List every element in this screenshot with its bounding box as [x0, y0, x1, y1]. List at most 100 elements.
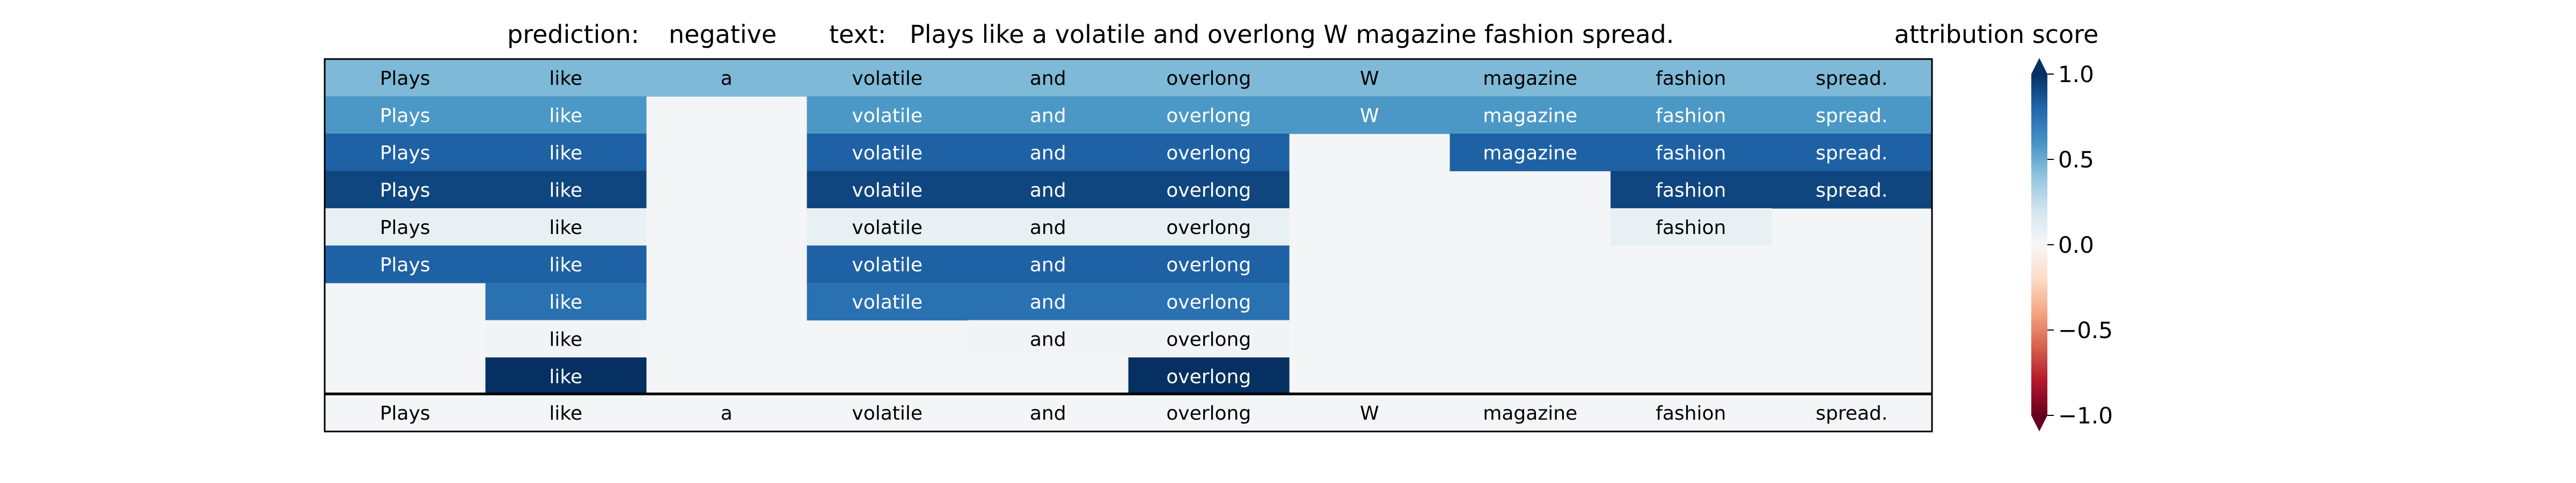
colorbar-ticks: 1.0 0.5 0.0 −0.5 −1.0	[2047, 61, 2113, 429]
heatmap-cell	[968, 208, 1129, 246]
colorbar-min-extension	[2031, 415, 2047, 431]
heatmap-cell	[1611, 171, 1772, 209]
cell-token-label: spread.	[1816, 142, 1887, 164]
cell-token-label: volatile	[852, 105, 923, 127]
token-label: magazine	[1483, 402, 1577, 425]
cell-token-label: and	[1030, 291, 1066, 313]
heatmap-cell	[1128, 59, 1290, 97]
cell-token-label: like	[549, 291, 582, 313]
prediction-label: prediction:	[507, 20, 639, 49]
token-label: Plays	[380, 402, 430, 425]
cell-token-label: Plays	[380, 179, 430, 201]
heatmap-cell	[807, 59, 968, 97]
cell-token-label: a	[721, 68, 733, 90]
heatmap-cell	[1128, 357, 1290, 396]
cell-token-label: like	[549, 142, 582, 164]
heatmap-cell	[1128, 208, 1290, 246]
heatmap-cell	[485, 96, 647, 134]
heatmap-cell	[485, 245, 647, 283]
heatmap-cell	[1611, 208, 1772, 246]
cell-token-label: Plays	[380, 105, 430, 127]
heatmap-cell	[325, 59, 486, 97]
colorbar-tick-label: 0.5	[2058, 147, 2094, 173]
heatmap-cell	[1450, 59, 1611, 97]
heatmap-cell	[1128, 320, 1290, 358]
cell-token-label: volatile	[852, 68, 923, 90]
heatmap-cell	[968, 320, 1129, 358]
cell-token-label: overlong	[1166, 254, 1251, 276]
heatmap-cell	[807, 208, 968, 246]
heatmap-cell	[968, 59, 1129, 97]
cell-token-label: volatile	[852, 291, 923, 313]
heatmap-cell	[807, 245, 968, 283]
cell-token-label: like	[549, 328, 582, 350]
heatmap-cell	[485, 171, 647, 209]
cell-token-label: fashion	[1656, 217, 1726, 239]
cell-token-label: fashion	[1656, 105, 1726, 127]
heatmap-cell	[1611, 59, 1772, 97]
heatmap-cell	[968, 283, 1129, 321]
text-label: text:	[829, 20, 886, 49]
cell-token-label: Plays	[380, 254, 430, 276]
heatmap-cell	[1771, 59, 1933, 97]
colorbar: 1.0 0.5 0.0 −0.5 −1.0	[2031, 58, 2113, 431]
heatmap-cell	[1128, 171, 1290, 209]
colorbar-tick-label: −0.5	[2058, 317, 2113, 343]
colorbar-tick-label: 0.0	[2058, 232, 2094, 258]
heatmap-cell	[485, 357, 647, 396]
cell-token-label: like	[549, 105, 582, 127]
heatmap-cell	[1611, 96, 1772, 134]
colorbar-max-extension	[2031, 58, 2047, 74]
cell-token-label: like	[549, 179, 582, 201]
text-value: Plays like a volatile and overlong W mag…	[910, 20, 1674, 49]
heatmap-cell	[485, 283, 647, 321]
heatmap-cell	[485, 59, 647, 97]
token-label: and	[1030, 402, 1066, 425]
cell-token-label: fashion	[1656, 179, 1726, 201]
heatmap-cell	[968, 245, 1129, 283]
cell-token-label: like	[549, 68, 582, 90]
cell-token-label: like	[549, 217, 582, 239]
cell-token-label: overlong	[1166, 366, 1251, 388]
cell-token-label: overlong	[1166, 68, 1251, 90]
heatmap-cell	[1611, 134, 1772, 172]
token-label: fashion	[1656, 402, 1726, 425]
cell-token-label: magazine	[1483, 142, 1577, 164]
token-label: a	[721, 402, 733, 425]
cell-token-label: overlong	[1166, 217, 1251, 239]
cell-token-label: volatile	[852, 179, 923, 201]
cell-token-label: and	[1030, 68, 1066, 90]
prediction-value: negative	[669, 20, 777, 49]
heatmap-cell	[968, 171, 1129, 209]
token-label: W	[1360, 402, 1379, 425]
heatmap-cell	[646, 59, 808, 97]
cell-token-label: and	[1030, 179, 1066, 201]
colorbar-tick-label: −1.0	[2058, 402, 2113, 429]
heatmap-cell	[1289, 96, 1451, 134]
cell-token-label: Plays	[380, 68, 430, 90]
cell-token-label: overlong	[1166, 179, 1251, 201]
heatmap-cell	[1771, 96, 1933, 134]
heatmap-cell	[1289, 59, 1451, 97]
heatmap-cell	[325, 208, 486, 246]
heatmap-cell	[1771, 171, 1933, 209]
heatmap-cell	[1128, 283, 1290, 321]
heatmap-cell	[485, 208, 647, 246]
heatmap-cell	[1771, 134, 1933, 172]
heatmap-cell	[968, 134, 1129, 172]
heatmap-cell	[1450, 134, 1611, 172]
heatmap-cell	[325, 171, 486, 209]
heatmap-frame	[324, 58, 1933, 433]
cell-token-label: W	[1360, 105, 1379, 127]
cell-token-label: W	[1360, 68, 1379, 90]
heatmap-cell	[325, 245, 486, 283]
heatmap-cell	[807, 96, 968, 134]
cell-token-label: magazine	[1483, 105, 1577, 127]
cell-token-label: magazine	[1483, 68, 1577, 90]
cell-token-label: fashion	[1656, 68, 1726, 90]
heatmap-cell	[1450, 96, 1611, 134]
cell-token-label: overlong	[1166, 328, 1251, 350]
cell-token-label: like	[549, 366, 582, 388]
colorbar-tick-label: 1.0	[2058, 61, 2094, 87]
